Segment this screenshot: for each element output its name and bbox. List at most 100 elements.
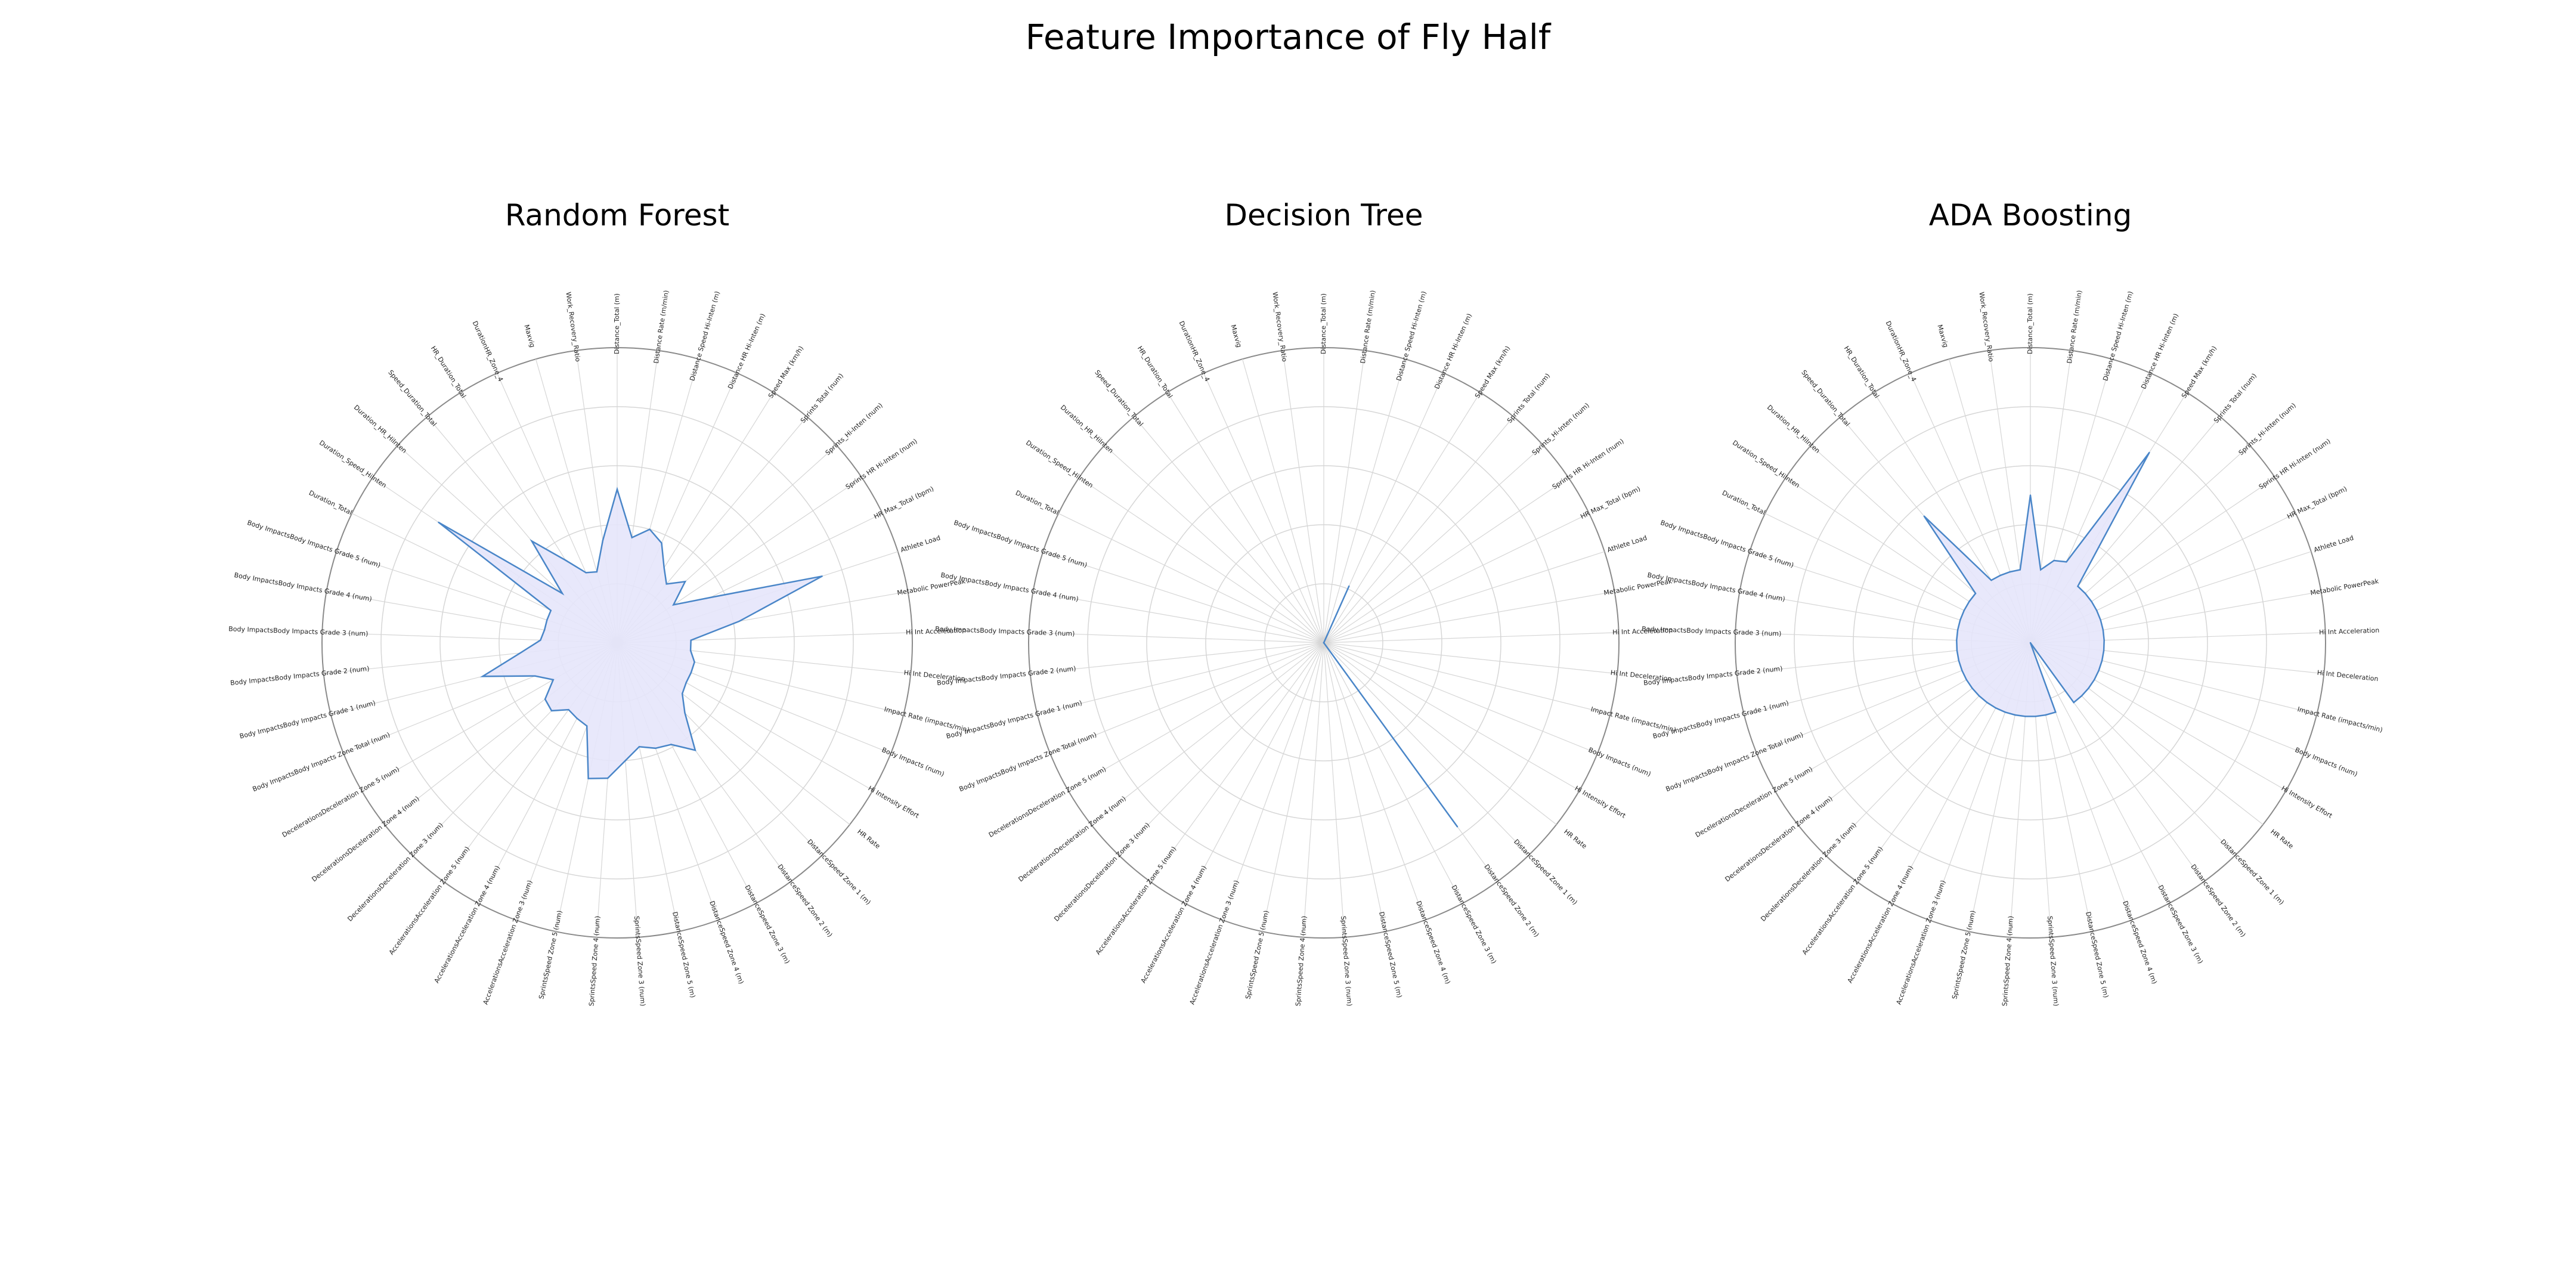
- data-point: [2102, 629, 2104, 631]
- data-point: [1961, 670, 1963, 671]
- axis-label: Duration_Speed_HiInten: [1731, 439, 1801, 490]
- spoke-line: [1262, 642, 1324, 932]
- axis-label: Body ImpactsBody Impacts Grade 5 (num): [246, 519, 382, 569]
- data-point: [1974, 593, 1977, 595]
- series-area: [1923, 452, 2150, 717]
- axis-label: Distance HR Hi-Inten (m): [2140, 312, 2180, 391]
- data-point: [689, 649, 692, 652]
- axis-label: AccelerationsAcceleration Zone 3 (num): [482, 879, 534, 1005]
- data-point: [2077, 586, 2079, 587]
- axis-label: Duration_Total: [1014, 489, 1060, 516]
- data-point: [649, 528, 651, 530]
- axis-label: Duration_Speed_HiInten: [1024, 439, 1094, 490]
- axis-label: Hi Intensity Effort: [2280, 784, 2334, 820]
- spoke-line: [1058, 513, 1324, 643]
- data-point: [2009, 571, 2011, 573]
- axis-label: Body Impacts (num): [2294, 746, 2359, 778]
- axis-label: Duration_Total: [308, 489, 354, 516]
- axis-label: Body ImpactsBody Impacts Grade 1 (num): [239, 699, 377, 740]
- axis-label: AccelerationsAcceleration Zone 3 (num): [1895, 879, 1948, 1005]
- spoke-line: [1323, 551, 1605, 643]
- data-point: [2029, 642, 2032, 644]
- spoke-line: [1323, 591, 1615, 643]
- data-point: [631, 537, 633, 538]
- axis-label: AccelerationsAcceleration Zone 3 (num): [1188, 879, 1241, 1005]
- data-point: [690, 671, 692, 674]
- axis-label: Sprints Total (num): [1506, 372, 1552, 425]
- axis-label: DistanceSpeed Zone 2 (m): [1482, 863, 1540, 939]
- axis-label: DecelerationsDeceleration Zone 3 (num): [1052, 821, 1151, 923]
- axis-label: SprintsSpeed Zone 4 (num): [587, 916, 602, 1007]
- axis-label: Distance Speed Hi-Inten (m): [1395, 290, 1428, 382]
- data-point: [1999, 574, 2001, 577]
- data-point: [438, 521, 439, 524]
- data-point: [673, 604, 674, 606]
- data-point: [552, 679, 554, 681]
- spoke-line: [1282, 350, 1324, 643]
- radar-panel: Random Forest Distance_Total (m) Distance …: [228, 198, 970, 1007]
- data-point: [2088, 688, 2089, 689]
- spoke-line: [1323, 642, 1557, 825]
- radar-panel: ADA Boosting Distance_Total (m) Distance R…: [1642, 198, 2383, 1007]
- data-point: [682, 693, 683, 695]
- data-point: [2019, 569, 2021, 571]
- data-point: [1956, 629, 1959, 631]
- data-point: [821, 575, 823, 577]
- spoke-line: [1323, 642, 1611, 715]
- data-point: [1958, 660, 1960, 662]
- axis-label: DistanceSpeed Zone 1 (m): [806, 838, 872, 906]
- data-point: [1965, 679, 1967, 681]
- data-point: [2103, 649, 2105, 652]
- axis-label: HR Rate: [2269, 828, 2295, 850]
- data-point: [670, 744, 672, 745]
- spoke-line: [1049, 642, 1324, 754]
- data-point: [2103, 639, 2105, 641]
- data-point: [661, 542, 662, 544]
- data-point: [2101, 660, 2103, 662]
- axis-label: Speed Max (km/h): [2180, 345, 2218, 400]
- axis-label: Distance_Total (m): [2026, 293, 2034, 354]
- panel-title: Decision Tree: [1225, 198, 1423, 233]
- axis-label: Body ImpactsBody Impacts Grade 3 (num): [935, 625, 1075, 637]
- data-point: [1323, 642, 1325, 644]
- data-point: [544, 698, 546, 700]
- radar-panel: Decision Tree Distance_Total (m) Distance …: [935, 198, 1677, 1007]
- data-point: [540, 639, 541, 641]
- data-point: [602, 540, 604, 541]
- spoke-line: [1323, 350, 1366, 643]
- data-point: [531, 540, 532, 542]
- axis-label: SprintsSpeed Zone 5 (num): [537, 910, 564, 1000]
- axis-label: Hi Intensity Effort: [867, 784, 921, 820]
- data-point: [2080, 695, 2083, 697]
- axis-label: DistanceSpeed Zone 3 (m): [1450, 884, 1498, 965]
- data-point: [1956, 639, 1958, 641]
- data-point: [684, 581, 686, 583]
- spoke-line: [1043, 551, 1324, 643]
- data-point: [586, 725, 588, 727]
- spoke-line: [1222, 642, 1324, 921]
- axis-label: DistanceSpeed Zone 5 (m): [1377, 911, 1403, 999]
- axis-label: DistanceSpeed Zone 1 (m): [2219, 838, 2286, 906]
- axis-label: Impact Rate (impacts/min): [2296, 705, 2383, 734]
- data-point: [685, 682, 687, 684]
- axis-label: Sprints HR Hi-Inten (num): [1551, 437, 1626, 491]
- data-point: [2035, 716, 2036, 717]
- data-point: [561, 593, 564, 595]
- axis-label: Maxvig: [1936, 324, 1949, 348]
- data-point: [2073, 701, 2075, 704]
- data-point: [2004, 711, 2006, 713]
- axis-label: Body ImpactsBody Impacts Grade 1 (num): [946, 699, 1083, 740]
- data-point: [709, 596, 711, 599]
- data-point: [550, 710, 553, 712]
- axis-label: HR_Duration_Total: [1136, 345, 1174, 400]
- axis-label: DistanceSpeed Zone 4 (m): [2121, 900, 2159, 985]
- data-point: [1348, 585, 1350, 587]
- axis-label: Sprints Total (num): [2212, 372, 2258, 425]
- axis-label: DecelerationsDeceleration Zone 3 (num): [1759, 821, 1858, 923]
- axis-label: HR_Duration_Total: [429, 345, 467, 400]
- spoke-line: [1323, 513, 1590, 643]
- axis-label: Duration_HR_HiInten: [1059, 404, 1115, 455]
- data-point: [596, 571, 598, 573]
- axis-label: DistanceSpeed Zone 4 (m): [708, 900, 745, 985]
- spoke-line: [1323, 392, 1481, 643]
